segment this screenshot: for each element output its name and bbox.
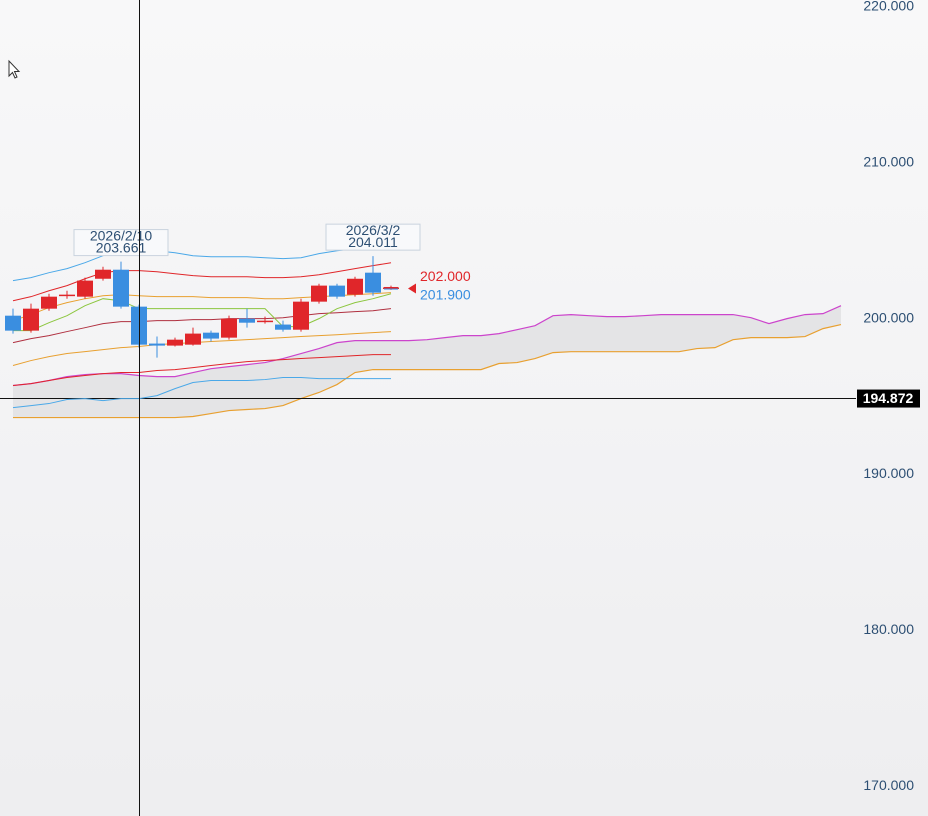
cloud-fill [13,305,841,418]
crosshair-label-box [857,389,920,408]
indicator-line [13,293,392,332]
candle-body [5,315,21,331]
candle-body [41,296,57,309]
y-tick-label: 210.000 [863,154,914,170]
mouse-cursor [8,59,21,79]
indicator-line [12,377,391,409]
indicator-line [12,262,392,302]
y-tick-label: 170.000 [863,777,914,793]
crosshair-label: 194.872 [863,390,914,406]
plot-layer: 220.000 210.000 200.000 190.000 180.000 170.0… [0,0,920,793]
candle-body [167,339,183,346]
indicator-line [12,244,392,282]
candle-body [149,343,165,346]
price-pointer [408,283,416,294]
indicator-line [12,354,391,386]
candle-body [365,272,381,293]
cloud-span-b [13,323,842,419]
candle-body [383,287,399,289]
candle-body [23,308,39,331]
annotation-value: 204.011 [348,234,398,250]
candle-body [221,318,237,338]
candle-body [59,294,75,297]
price-marker-label: 202.000 [420,268,471,284]
candle-body [185,333,201,345]
candle-body [95,269,111,279]
price-marker-label: 201.900 [420,287,471,303]
indicator-line [12,292,392,322]
annotation-date: 2026/3/2 [346,222,401,238]
candle-body [203,332,219,339]
candle-body [275,324,291,330]
indicator-line [12,331,392,367]
candle-body [257,320,273,323]
y-tick-label: 180.000 [863,621,914,637]
candle-body [347,278,363,295]
candle-body [329,285,345,297]
candle-body [239,318,255,323]
y-tick-label: 190.000 [863,465,914,481]
candle-body [77,280,93,297]
y-tick-label: 220.000 [863,0,914,14]
candle-body [293,301,309,330]
cloud-span-a [12,305,842,387]
y-tick-label: 200.000 [863,309,914,325]
candle-body [113,269,129,307]
candle-body [311,285,327,302]
annotation-date: 2026/2/10 [90,227,152,243]
annotation-value: 203.661 [96,239,147,255]
annotation-box [325,223,421,251]
annotation-box [73,229,169,257]
